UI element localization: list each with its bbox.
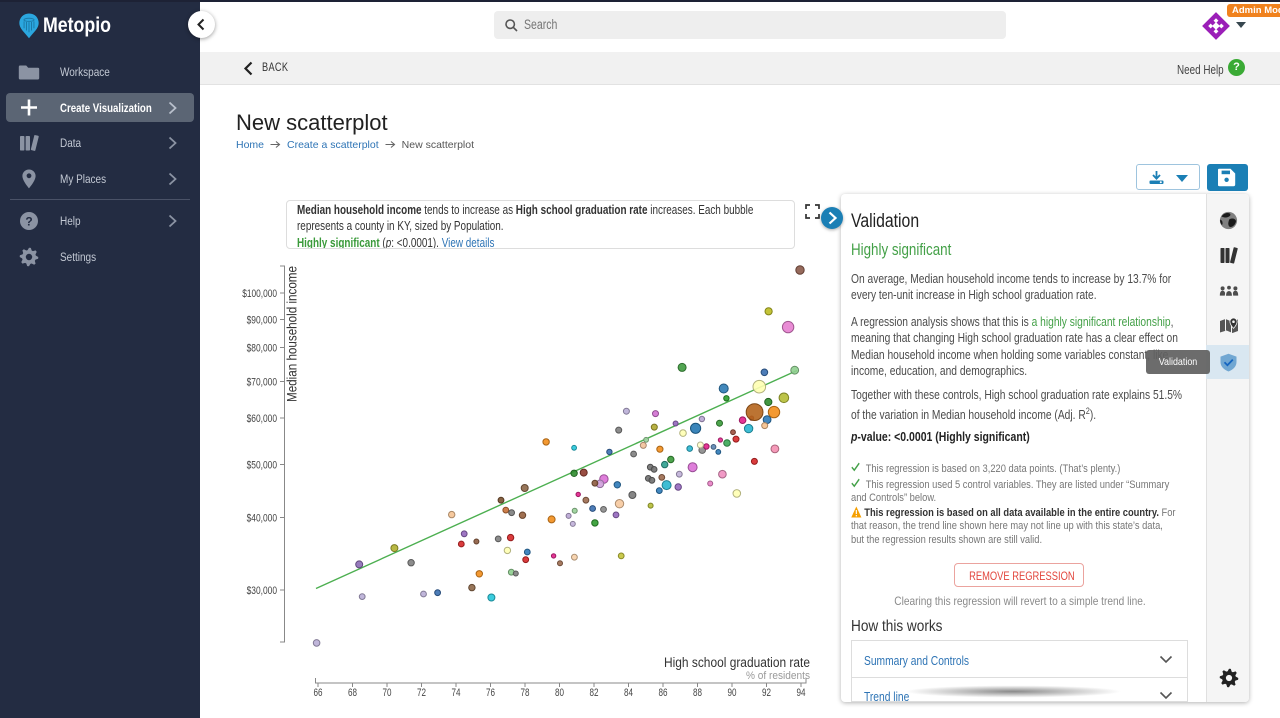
svg-text:74: 74 — [452, 687, 461, 699]
svg-text:$50,000: $50,000 — [247, 459, 277, 471]
svg-text:High school graduation rate: High school graduation rate — [664, 655, 810, 670]
svg-text:$40,000: $40,000 — [247, 512, 277, 524]
svg-text:82: 82 — [590, 687, 599, 699]
svg-text:72: 72 — [417, 687, 426, 699]
svg-text:84: 84 — [624, 687, 633, 699]
svg-text:$70,000: $70,000 — [247, 376, 277, 388]
svg-text:$90,000: $90,000 — [247, 314, 277, 326]
svg-text:Median household income: Median household income — [285, 266, 300, 402]
svg-text:88: 88 — [693, 687, 702, 699]
svg-text:% of residents: % of residents — [746, 670, 810, 682]
svg-text:86: 86 — [659, 687, 668, 699]
svg-text:$60,000: $60,000 — [247, 413, 277, 425]
svg-text:?: ? — [25, 214, 32, 228]
svg-text:94: 94 — [797, 687, 806, 699]
svg-text:90: 90 — [728, 687, 737, 699]
svg-text:68: 68 — [348, 687, 357, 699]
svg-text:66: 66 — [314, 687, 323, 699]
svg-text:$100,000: $100,000 — [242, 288, 277, 300]
svg-text:70: 70 — [383, 687, 392, 699]
svg-text:$30,000: $30,000 — [247, 585, 277, 597]
svg-text:80: 80 — [555, 687, 564, 699]
svg-text:76: 76 — [486, 687, 495, 699]
svg-text:78: 78 — [521, 687, 530, 699]
svg-text:$80,000: $80,000 — [247, 342, 277, 354]
svg-text:92: 92 — [762, 687, 771, 699]
